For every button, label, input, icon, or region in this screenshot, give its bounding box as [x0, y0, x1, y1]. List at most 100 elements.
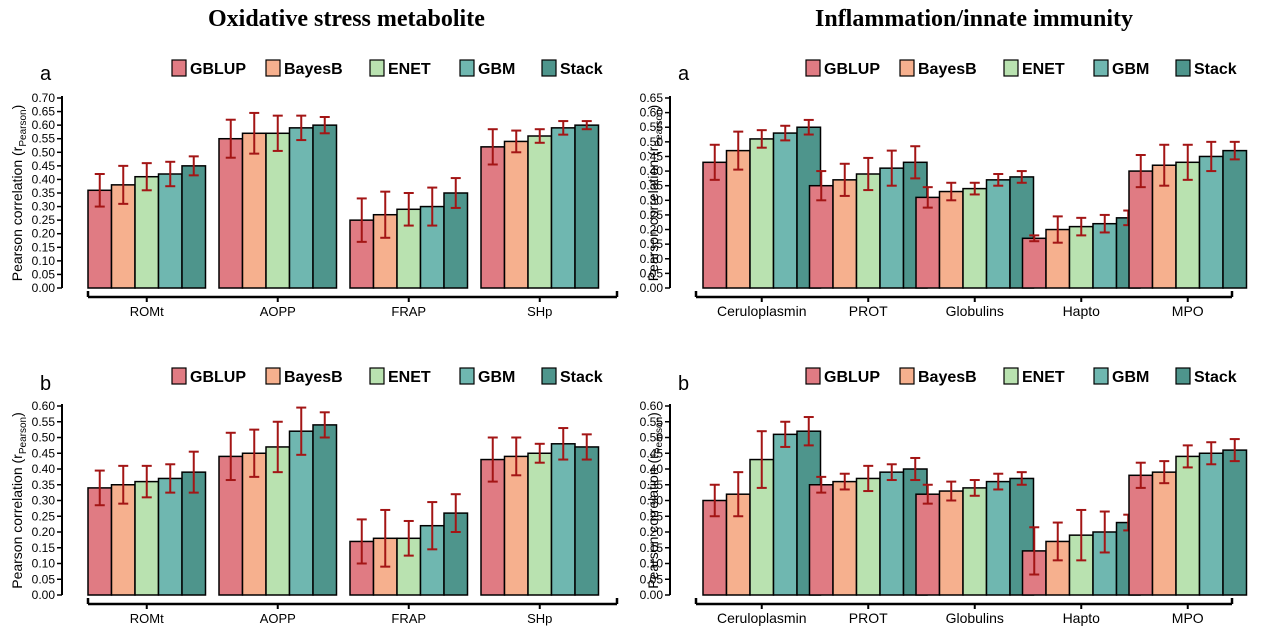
- bar-gbm: [985, 480, 1011, 596]
- legend-swatch: [265, 367, 281, 385]
- error-bar: [863, 156, 874, 192]
- legend-swatch: [459, 367, 475, 385]
- error-bar: [380, 190, 391, 239]
- y-tick-label: 0.40: [640, 462, 664, 476]
- x-tick-label: PROT: [849, 610, 888, 626]
- category-group-mpo: MPO: [1128, 140, 1248, 319]
- y-tick-label: 0.55: [640, 120, 664, 134]
- legend-item-gblup: GBLUP: [805, 367, 880, 386]
- legend-label: GBLUP: [190, 61, 246, 78]
- y-tick-label: 0.20: [32, 525, 56, 539]
- error-bar: [756, 430, 767, 489]
- legend-item-gbm: GBM: [459, 59, 515, 78]
- error-bar: [969, 181, 980, 196]
- legend-swatch: [369, 59, 385, 77]
- legend-label: BayesB: [284, 369, 343, 386]
- x-tick-label: AOPP: [260, 304, 296, 319]
- bar-bayesb: [503, 455, 529, 596]
- bar-bayesb: [938, 490, 964, 596]
- x-tick-label: Globulins: [946, 610, 1004, 626]
- error-bar: [403, 192, 414, 227]
- error-bar: [534, 442, 545, 464]
- error-bar: [1099, 510, 1110, 554]
- legend-item-bayesb: BayesB: [899, 59, 977, 78]
- category-group-globulins: Globulins: [915, 471, 1035, 626]
- bar-gblup: [915, 493, 941, 596]
- error-bar: [296, 114, 307, 142]
- legend-label: GBM: [1112, 369, 1149, 386]
- y-tick-label: 0.50: [32, 431, 56, 445]
- bar-gbm: [288, 127, 314, 289]
- error-bar: [780, 420, 791, 448]
- y-tick-label: 0.00: [640, 588, 664, 602]
- error-bar: [94, 469, 105, 507]
- error-bar: [487, 436, 498, 483]
- error-bar: [910, 456, 921, 482]
- y-tick-label: 0.50: [640, 431, 664, 445]
- legend-item-enet: ENET: [369, 59, 431, 78]
- bar-stack: [312, 124, 338, 289]
- x-tick-label: SHp: [527, 304, 552, 319]
- bar-bayesb: [938, 190, 964, 289]
- category-group-shp: SHp: [480, 120, 600, 319]
- bar-enet: [749, 138, 775, 289]
- x-tick-label: SHp: [527, 611, 552, 626]
- error-bar: [1029, 234, 1040, 243]
- error-bar: [969, 479, 980, 497]
- error-bar: [709, 143, 720, 181]
- error-bar: [1029, 526, 1040, 576]
- category-group-aopp: AOPP: [218, 406, 338, 626]
- legend-item-gblup: GBLUP: [171, 59, 246, 78]
- y-tick-label: 0.25: [640, 509, 664, 523]
- panel-label: a: [40, 63, 52, 85]
- y-tick-label: 0.55: [32, 415, 56, 429]
- legend-item-gblup: GBLUP: [171, 367, 246, 386]
- bar-gbm: [157, 477, 183, 596]
- y-tick-label: 0.40: [640, 164, 664, 178]
- error-bar: [165, 463, 176, 494]
- bar-stack: [312, 424, 338, 596]
- legend-swatch: [1093, 59, 1109, 77]
- x-tick-label: ROMt: [130, 304, 164, 319]
- error-bar: [1052, 215, 1063, 244]
- error-bar: [141, 464, 152, 499]
- legend-item-bayesb: BayesB: [899, 367, 977, 386]
- error-bar: [803, 118, 814, 136]
- y-tick-label: 0.05: [640, 266, 664, 280]
- error-bar: [1229, 438, 1240, 463]
- bar-bayesb: [832, 480, 858, 596]
- error-bar: [1182, 143, 1193, 181]
- error-bar: [94, 173, 105, 208]
- legend-label: ENET: [388, 61, 431, 78]
- bar-gbm: [550, 127, 576, 289]
- y-tick-label: 0.35: [640, 179, 664, 193]
- x-tick-label: FRAP: [391, 304, 426, 319]
- bar-bayesb: [1151, 471, 1177, 596]
- bar-stack: [574, 124, 600, 289]
- category-group-frap: FRAP: [349, 493, 469, 626]
- legend-swatch: [541, 367, 557, 385]
- error-bar: [534, 128, 545, 144]
- bar-enet: [855, 477, 881, 596]
- legend-item-stack: Stack: [1175, 59, 1237, 78]
- legend-swatch: [171, 367, 187, 385]
- y-tick-label: 0.45: [32, 159, 56, 173]
- category-group-aopp: AOPP: [218, 111, 338, 319]
- legend-swatch: [459, 59, 475, 77]
- category-group-romt: ROMt: [87, 450, 207, 626]
- bar-stack: [574, 446, 600, 596]
- panel-label: a: [678, 63, 690, 85]
- error-bar: [946, 181, 957, 202]
- y-tick-label: 0.00: [32, 588, 56, 602]
- error-bar: [558, 120, 569, 136]
- y-tick-label: 0.60: [640, 399, 664, 413]
- bar-gblup: [1021, 237, 1047, 289]
- bar-gbm: [985, 179, 1011, 289]
- error-bar: [1206, 140, 1217, 173]
- y-tick-label: 0.05: [32, 572, 56, 586]
- y-axis-label: Pearson correlation (rPearson): [645, 412, 665, 589]
- x-tick-label: MPO: [1172, 610, 1204, 626]
- legend-label: Stack: [1194, 61, 1237, 78]
- error-bar: [427, 186, 438, 227]
- y-tick-label: 0.00: [32, 281, 56, 295]
